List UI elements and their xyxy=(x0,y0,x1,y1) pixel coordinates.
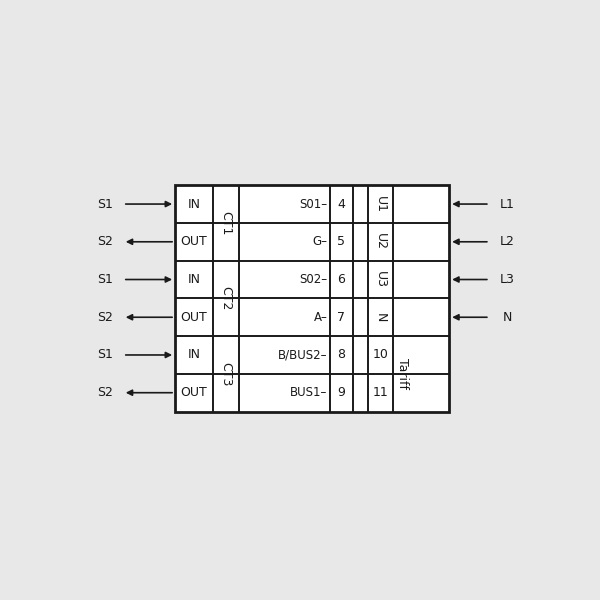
Text: Tariff: Tariff xyxy=(397,358,409,389)
Text: CT3: CT3 xyxy=(220,362,232,386)
Text: OUT: OUT xyxy=(181,386,208,399)
Text: 5: 5 xyxy=(337,235,345,248)
Text: U2: U2 xyxy=(374,233,387,250)
Text: IN: IN xyxy=(188,197,200,211)
Text: S1: S1 xyxy=(97,273,113,286)
Text: A–: A– xyxy=(314,311,328,324)
Text: 10: 10 xyxy=(373,349,388,361)
Text: 4: 4 xyxy=(337,197,345,211)
Text: 9: 9 xyxy=(337,386,345,399)
Text: S1: S1 xyxy=(97,197,113,211)
Text: L1: L1 xyxy=(500,197,515,211)
Text: 7: 7 xyxy=(337,311,345,324)
Text: 8: 8 xyxy=(337,349,345,361)
Text: S2: S2 xyxy=(97,386,113,399)
Text: N: N xyxy=(374,313,387,322)
Text: CT2: CT2 xyxy=(220,286,232,311)
Text: S01–: S01– xyxy=(299,197,328,211)
Text: BUS1–: BUS1– xyxy=(290,386,328,399)
Text: G–: G– xyxy=(313,235,328,248)
Text: L3: L3 xyxy=(500,273,515,286)
Bar xyxy=(175,185,449,412)
Text: S02–: S02– xyxy=(299,273,328,286)
Text: 11: 11 xyxy=(373,386,388,399)
Text: OUT: OUT xyxy=(181,235,208,248)
Text: U3: U3 xyxy=(374,271,387,288)
Text: N: N xyxy=(503,311,512,324)
Text: S2: S2 xyxy=(97,235,113,248)
Text: IN: IN xyxy=(188,349,200,361)
Text: B/BUS2–: B/BUS2– xyxy=(278,349,328,361)
Text: 6: 6 xyxy=(337,273,345,286)
Text: OUT: OUT xyxy=(181,311,208,324)
Text: S2: S2 xyxy=(97,311,113,324)
Text: S1: S1 xyxy=(97,349,113,361)
Text: U1: U1 xyxy=(374,196,387,212)
Text: L2: L2 xyxy=(500,235,515,248)
Text: CT1: CT1 xyxy=(220,211,232,235)
Text: IN: IN xyxy=(188,273,200,286)
